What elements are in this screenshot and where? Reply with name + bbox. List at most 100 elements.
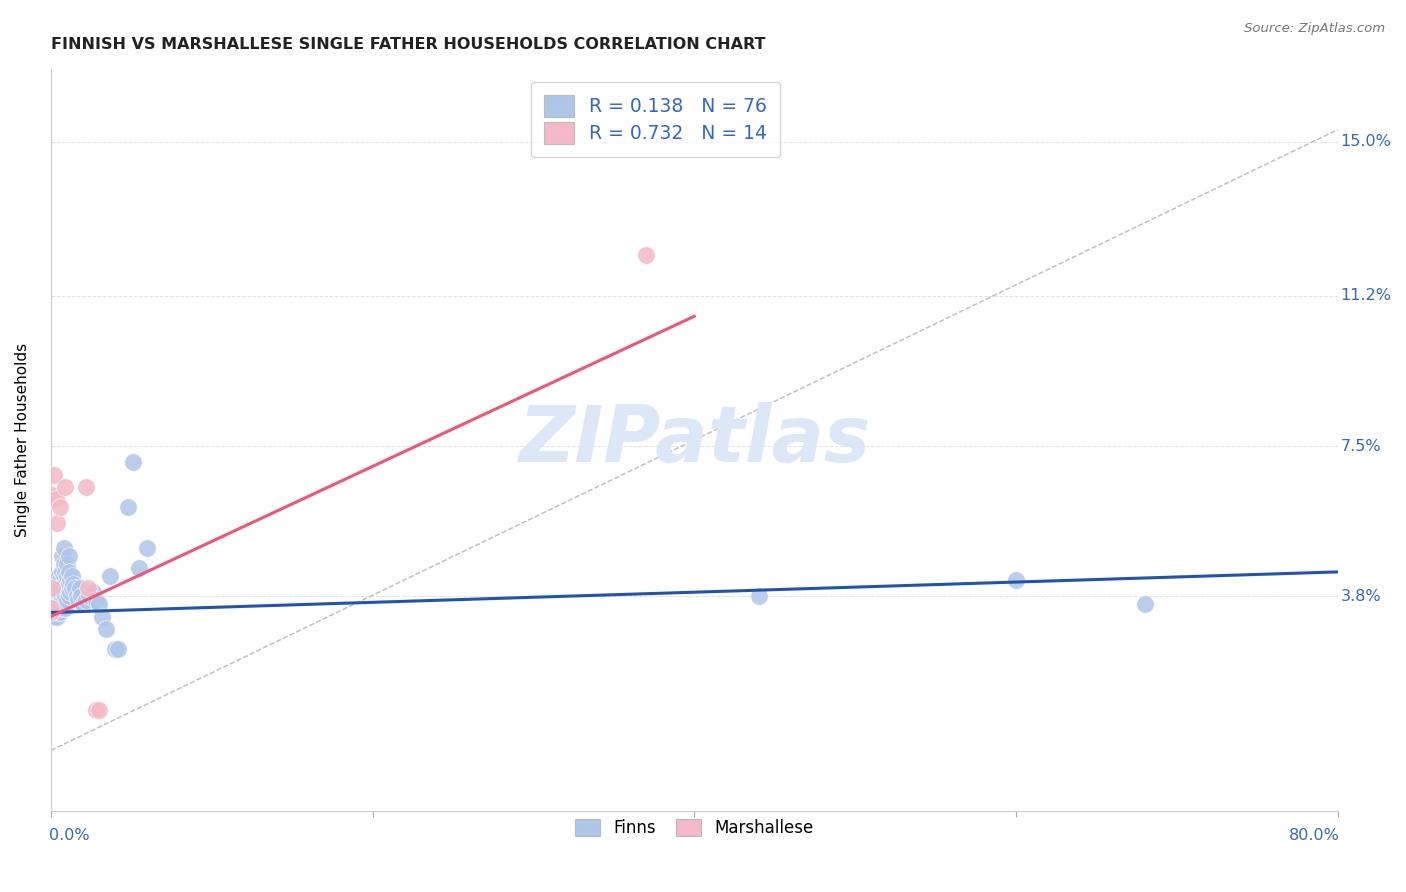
Point xyxy=(52,541,75,555)
Point xyxy=(122,455,145,469)
Point xyxy=(56,581,79,595)
Point xyxy=(48,569,70,583)
Text: 7.5%: 7.5% xyxy=(1340,439,1381,454)
Point xyxy=(98,569,121,583)
Point xyxy=(59,585,82,599)
Point xyxy=(91,609,114,624)
Point xyxy=(128,561,150,575)
Point xyxy=(84,703,107,717)
Point xyxy=(1133,598,1156,612)
Point xyxy=(75,593,97,607)
Point xyxy=(39,606,62,620)
Point xyxy=(63,581,86,595)
Point xyxy=(56,569,79,583)
Point xyxy=(51,593,73,607)
Point xyxy=(748,589,770,603)
Point xyxy=(41,581,63,595)
Point xyxy=(52,581,75,595)
Point xyxy=(39,601,62,615)
Point xyxy=(62,577,84,591)
Point xyxy=(59,573,82,587)
Point xyxy=(48,581,70,595)
Text: ZIPatlas: ZIPatlas xyxy=(519,402,870,478)
Point xyxy=(60,581,83,595)
Point xyxy=(53,480,76,494)
Point xyxy=(41,598,63,612)
Text: 3.8%: 3.8% xyxy=(1340,589,1381,604)
Point xyxy=(49,606,72,620)
Point xyxy=(39,606,62,620)
Point xyxy=(58,565,80,579)
Point xyxy=(82,585,104,599)
Point xyxy=(65,589,87,603)
Point xyxy=(56,593,79,607)
Point xyxy=(52,593,75,607)
Point xyxy=(67,593,90,607)
Point xyxy=(49,500,72,514)
Point xyxy=(76,581,98,595)
Text: FINNISH VS MARSHALLESE SINGLE FATHER HOUSEHOLDS CORRELATION CHART: FINNISH VS MARSHALLESE SINGLE FATHER HOU… xyxy=(51,37,765,53)
Point xyxy=(49,589,72,603)
Point xyxy=(117,500,139,514)
Point xyxy=(46,593,69,607)
Text: 80.0%: 80.0% xyxy=(1288,828,1340,843)
Point xyxy=(48,606,70,620)
Point xyxy=(1005,573,1028,587)
Point xyxy=(58,589,80,603)
Point xyxy=(75,480,97,494)
Point xyxy=(79,589,101,603)
Point xyxy=(45,598,67,612)
Point xyxy=(70,589,93,603)
Text: 11.2%: 11.2% xyxy=(1340,288,1392,303)
Point xyxy=(41,488,63,502)
Point xyxy=(87,703,110,717)
Point xyxy=(46,601,69,615)
Point xyxy=(636,248,658,262)
Point xyxy=(49,598,72,612)
Point xyxy=(42,593,65,607)
Text: 15.0%: 15.0% xyxy=(1340,135,1392,149)
Point xyxy=(56,557,79,571)
Point xyxy=(53,589,76,603)
Point xyxy=(41,589,63,603)
Text: Source: ZipAtlas.com: Source: ZipAtlas.com xyxy=(1244,22,1385,36)
Point xyxy=(52,557,75,571)
Point xyxy=(107,642,129,657)
Point xyxy=(53,601,76,615)
Point xyxy=(53,577,76,591)
Point xyxy=(49,573,72,587)
Point xyxy=(69,581,91,595)
Point xyxy=(45,606,67,620)
Point xyxy=(42,609,65,624)
Point xyxy=(48,598,70,612)
Legend: Finns, Marshallese: Finns, Marshallese xyxy=(568,813,820,844)
Point xyxy=(58,577,80,591)
Point xyxy=(46,609,69,624)
Point xyxy=(45,581,67,595)
Point xyxy=(51,601,73,615)
Point xyxy=(49,581,72,595)
Point xyxy=(39,609,62,624)
Point xyxy=(94,622,117,636)
Point xyxy=(60,569,83,583)
Point xyxy=(136,541,159,555)
Point xyxy=(42,467,65,482)
Text: 0.0%: 0.0% xyxy=(49,828,90,843)
Point xyxy=(51,565,73,579)
Point xyxy=(45,491,67,506)
Point xyxy=(48,589,70,603)
Point xyxy=(51,581,73,595)
Point xyxy=(46,585,69,599)
Y-axis label: Single Father Households: Single Father Households xyxy=(15,343,30,537)
Point xyxy=(52,569,75,583)
Point xyxy=(42,601,65,615)
Point xyxy=(58,549,80,563)
Point xyxy=(84,593,107,607)
Point xyxy=(41,606,63,620)
Point xyxy=(51,549,73,563)
Point xyxy=(53,565,76,579)
Point xyxy=(104,642,127,657)
Point xyxy=(87,598,110,612)
Point xyxy=(46,516,69,531)
Point xyxy=(45,601,67,615)
